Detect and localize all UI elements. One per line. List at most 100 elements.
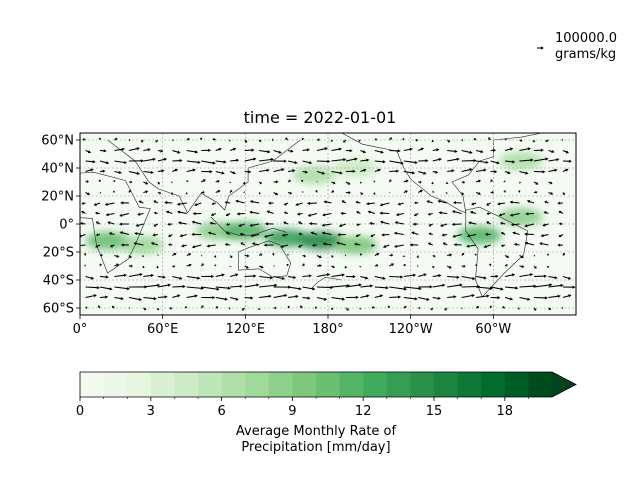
wind-arrow: [403, 263, 406, 267]
wind-arrow: [287, 179, 291, 183]
wind-arrow: [447, 149, 458, 153]
coastline: [210, 216, 287, 236]
wind-arrow: [200, 179, 206, 183]
wind-arrow: [85, 179, 89, 184]
wind-arrow: [257, 307, 261, 310]
wind-arrow: [143, 181, 149, 185]
wind-arrow: [138, 200, 144, 204]
wind-arrow: [562, 192, 566, 195]
wind-arrow: [316, 159, 331, 163]
wind-arrow: [229, 170, 236, 175]
wind-arrow: [155, 139, 159, 143]
wind-arrow: [461, 253, 465, 256]
wind-arrow: [259, 149, 271, 154]
colorbar-segment: [174, 372, 199, 397]
wind-arrow: [230, 273, 239, 278]
wind-arrow: [168, 234, 173, 238]
wind-arrow: [213, 255, 217, 258]
x-tick-label: 60°E: [147, 322, 178, 337]
colorbar-segment: [386, 372, 411, 397]
quiver-key-units: grams/kg: [555, 47, 617, 62]
wind-arrow: [186, 168, 196, 173]
wind-arrow: [201, 160, 216, 165]
wind-arrow: [504, 255, 510, 258]
wind-arrow: [403, 190, 408, 194]
wind-arrow: [228, 307, 231, 310]
colorbar-segment: [504, 372, 529, 397]
wind-arrow: [360, 158, 370, 162]
wind-arrow: [244, 283, 260, 288]
wind-arrow: [171, 180, 173, 184]
wind-arrow: [430, 139, 435, 143]
wind-arrow: [99, 275, 109, 279]
wind-arrow: [427, 242, 433, 246]
wind-arrow: [215, 305, 219, 309]
coastline: [493, 133, 542, 141]
wind-arrow: [112, 180, 116, 183]
wind-arrow: [330, 139, 334, 142]
wind-arrow: [244, 254, 250, 258]
colorbar-segment: [127, 372, 152, 397]
wind-arrow: [191, 244, 202, 249]
y-tick-label: 40°N: [41, 162, 74, 177]
colorbar-segment: [292, 372, 317, 397]
wind-arrow: [403, 147, 413, 152]
colorbar-segment: [528, 372, 553, 397]
wind-arrow: [461, 168, 473, 173]
wind-arrow: [176, 202, 187, 206]
wind-arrow: [474, 264, 478, 267]
wind-arrow: [490, 274, 499, 278]
wind-arrow: [258, 192, 261, 195]
wind-arrow: [298, 232, 303, 236]
wind-arrow: [461, 138, 464, 142]
wind-arrow: [432, 296, 441, 300]
wind-arrow: [354, 242, 361, 246]
wind-arrow: [345, 295, 359, 299]
wind-arrow: [308, 222, 318, 226]
wind-arrow: [442, 242, 448, 246]
wind-arrow: [533, 307, 537, 311]
wind-arrow: [452, 201, 462, 205]
wind-arrow: [490, 286, 504, 291]
wind-arrow: [557, 243, 563, 247]
wind-arrow: [381, 233, 390, 237]
wind-arrow: [447, 253, 453, 257]
wind-arrow: [389, 169, 400, 173]
wind-arrow: [504, 286, 519, 290]
wind-arrow: [517, 190, 521, 193]
wind-arrow: [150, 242, 159, 246]
wind-arrow: [81, 201, 86, 206]
wind-arrow: [331, 158, 347, 162]
wind-arrow: [370, 234, 376, 238]
wind-arrow: [240, 242, 245, 246]
wind-arrow: [111, 305, 115, 309]
wind-arrow: [302, 286, 316, 291]
wind-arrow: [476, 168, 487, 173]
wind-arrow: [242, 181, 246, 185]
wind-arrow: [533, 274, 547, 278]
precip-blob: [299, 231, 344, 250]
wind-arrow: [224, 200, 231, 205]
wind-arrow: [156, 307, 160, 311]
colorbar-segment: [363, 372, 388, 397]
wind-arrow: [498, 212, 506, 217]
wind-arrow: [83, 253, 87, 256]
wind-arrow: [165, 210, 173, 215]
colorbar-segment: [245, 372, 270, 397]
wind-arrow: [215, 296, 228, 301]
wind-arrow: [533, 181, 539, 185]
wind-arrow: [374, 149, 384, 154]
wind-arrow: [418, 306, 421, 310]
colorbar-segment: [150, 372, 175, 397]
wind-arrow: [504, 263, 508, 267]
wind-arrow: [500, 231, 506, 235]
wind-arrow: [533, 283, 553, 288]
wind-arrow: [201, 170, 213, 174]
wind-arrow: [524, 223, 535, 228]
wind-arrow: [258, 253, 263, 257]
wind-arrow: [393, 244, 404, 248]
wind-arrow: [192, 212, 202, 216]
wind-arrow: [336, 241, 347, 246]
wind-arrow: [268, 201, 274, 205]
